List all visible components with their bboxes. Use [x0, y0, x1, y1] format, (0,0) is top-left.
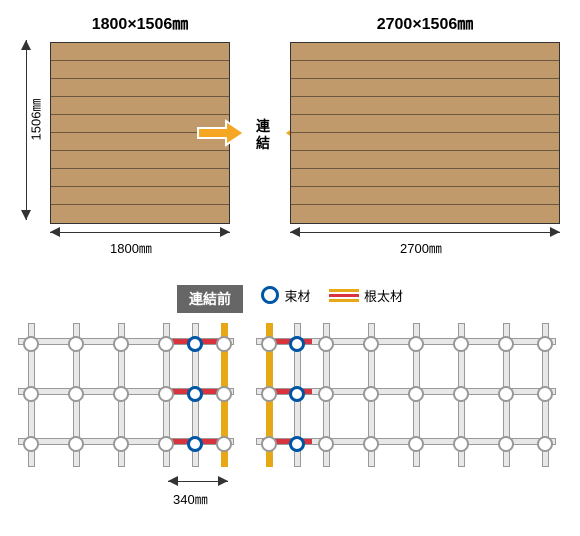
post	[158, 386, 174, 402]
dim-w-right-label: 2700㎜	[400, 238, 442, 257]
frame-left-body	[18, 323, 234, 467]
post	[68, 436, 84, 452]
post	[68, 336, 84, 352]
post-blue	[289, 336, 305, 352]
post-blue	[289, 386, 305, 402]
plank	[51, 79, 229, 97]
post	[23, 436, 39, 452]
plank	[51, 151, 229, 169]
plank	[51, 205, 229, 223]
post	[113, 336, 129, 352]
post	[318, 386, 334, 402]
plank	[291, 79, 559, 97]
plank	[51, 43, 229, 61]
plank	[51, 97, 229, 115]
post	[453, 436, 469, 452]
post	[498, 336, 514, 352]
connect-label: 連 結	[256, 118, 270, 152]
plank	[291, 151, 559, 169]
legend-title: 連結前	[177, 285, 243, 313]
plank	[291, 133, 559, 151]
post-blue	[187, 386, 203, 402]
arrow-right-icon	[196, 118, 246, 148]
post	[537, 336, 553, 352]
dim-arrow-h-right	[290, 232, 560, 233]
dim-w-left-label: 1800㎜	[110, 238, 152, 257]
post	[261, 436, 277, 452]
plank	[51, 61, 229, 79]
post	[537, 436, 553, 452]
post	[113, 436, 129, 452]
post-blue	[289, 436, 305, 452]
deck-right-title: 2700×1506㎜	[290, 10, 560, 34]
post	[216, 336, 232, 352]
post	[23, 336, 39, 352]
post	[23, 386, 39, 402]
frame-right	[256, 323, 556, 467]
post	[363, 436, 379, 452]
post	[363, 386, 379, 402]
post	[318, 336, 334, 352]
dim-h-left-label: 1506㎜	[25, 99, 44, 141]
post	[318, 436, 334, 452]
plank	[291, 205, 559, 223]
post	[408, 386, 424, 402]
post	[68, 386, 84, 402]
legend-circle-icon	[261, 286, 279, 304]
legend-post-label: 束材	[284, 286, 310, 305]
post	[453, 386, 469, 402]
deck-left-title: 1800×1506㎜	[50, 10, 230, 34]
plank	[291, 97, 559, 115]
post	[261, 336, 277, 352]
dim-arrow-h-left	[50, 232, 230, 233]
plank	[51, 187, 229, 205]
plank	[291, 61, 559, 79]
plank	[291, 115, 559, 133]
dim-340-label: 340㎜	[173, 489, 208, 508]
legend-lines-icon	[329, 287, 359, 304]
post	[158, 336, 174, 352]
deck-right: 2700×1506㎜ 2700㎜	[290, 10, 560, 224]
post	[408, 336, 424, 352]
post	[216, 436, 232, 452]
post	[261, 386, 277, 402]
plank	[291, 43, 559, 61]
post-blue	[187, 436, 203, 452]
post	[537, 386, 553, 402]
deck-left: 1800×1506㎜ 1506㎜ 1800㎜	[50, 10, 230, 224]
plank	[291, 169, 559, 187]
plank	[51, 169, 229, 187]
post	[216, 386, 232, 402]
post	[453, 336, 469, 352]
post	[363, 336, 379, 352]
plank	[291, 187, 559, 205]
post-blue	[187, 336, 203, 352]
dim-arrow-340	[168, 481, 228, 482]
frame-left: 340㎜	[18, 323, 234, 467]
post	[408, 436, 424, 452]
post	[113, 386, 129, 402]
deck-right-body	[290, 42, 560, 224]
post	[498, 386, 514, 402]
legend-row: 連結前 束材 根太材	[10, 285, 570, 313]
post	[158, 436, 174, 452]
post	[498, 436, 514, 452]
frame-right-body	[256, 323, 556, 467]
legend-post: 束材	[261, 286, 310, 305]
legend-beam-label: 根太材	[364, 286, 403, 305]
legend-beam: 根太材	[329, 286, 403, 305]
